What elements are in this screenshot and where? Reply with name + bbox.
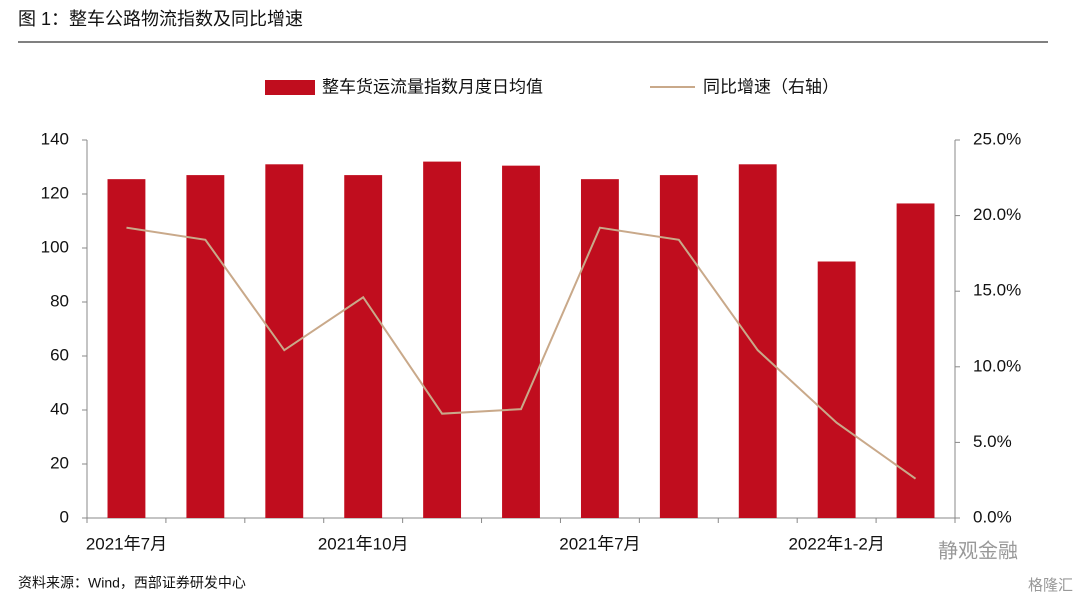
y2-tick-label: 0.0%	[973, 507, 1012, 526]
bar	[659, 175, 698, 518]
bar	[738, 164, 777, 519]
y-tick-label: 100	[41, 237, 69, 256]
bar	[186, 175, 225, 518]
y-tick-label: 140	[41, 129, 69, 148]
y2-tick-label: 5.0%	[973, 432, 1012, 451]
watermark: 静观金融	[938, 539, 1018, 562]
y-tick-label: 40	[50, 399, 69, 418]
x-tick-label: 2022年1-2月	[788, 534, 884, 553]
bar	[502, 165, 540, 518]
y2-tick-label: 25.0%	[973, 129, 1021, 148]
bar	[107, 179, 146, 518]
bar	[817, 261, 856, 518]
bar	[580, 179, 619, 518]
y-tick-label: 80	[50, 291, 69, 310]
y-tick-label: 20	[50, 453, 69, 472]
x-tick-label: 2021年7月	[86, 534, 167, 553]
bar	[896, 203, 935, 518]
bar	[344, 175, 383, 518]
y-tick-label: 0	[60, 507, 69, 526]
y2-tick-label: 10.0%	[973, 356, 1021, 375]
logo: 格隆汇	[1028, 577, 1073, 594]
source-note: 资料来源：Wind，西部证券研发中心	[18, 575, 246, 591]
legend-label: 整车货运流量指数月度日均值	[322, 77, 543, 96]
y-tick-label: 120	[41, 183, 69, 202]
y2-tick-label: 20.0%	[973, 205, 1021, 224]
legend-swatch	[265, 80, 315, 95]
line	[126, 226, 917, 480]
chart-title: 图 1：整车公路物流指数及同比增速	[18, 9, 303, 29]
x-tick-label: 2021年10月	[318, 534, 409, 553]
y2-tick-label: 15.0%	[973, 281, 1021, 300]
legend-label: 同比增速（右轴）	[703, 77, 839, 96]
bar	[423, 161, 462, 518]
y-tick-label: 60	[50, 345, 69, 364]
x-tick-label: 2021年7月	[559, 534, 640, 553]
